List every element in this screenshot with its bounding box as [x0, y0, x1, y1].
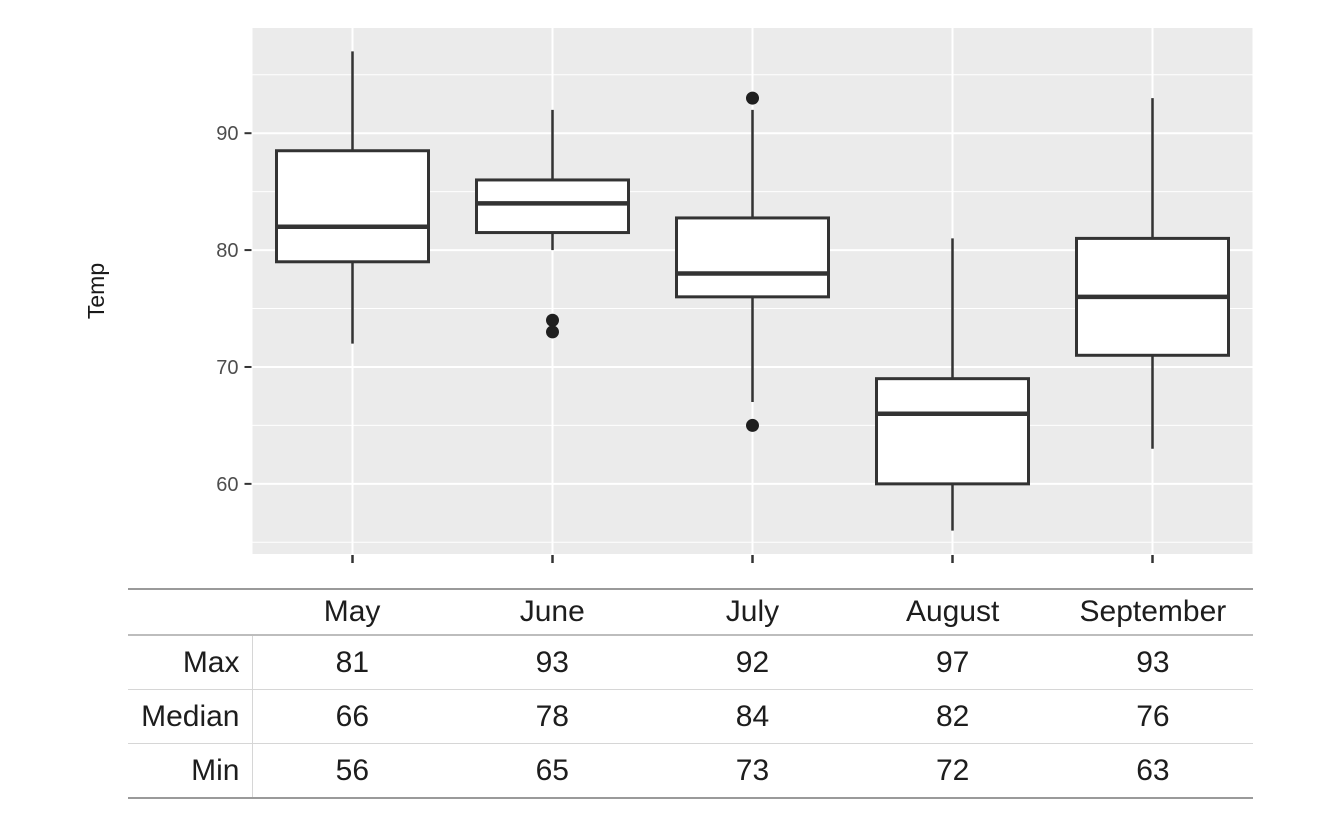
box-june: [475, 178, 630, 235]
box-may: [275, 149, 430, 264]
y-tick-label-80: 80: [216, 240, 238, 262]
row-label-median: Median: [128, 689, 253, 744]
box-july: [675, 216, 830, 299]
table-cell-max-july: 92: [652, 635, 853, 690]
y-axis-title: Temp: [83, 263, 109, 319]
table-header-may: May: [252, 588, 453, 636]
table-header-july: July: [652, 588, 853, 636]
row-label-max: Max: [128, 635, 253, 690]
table-cell-min-may: 56: [252, 743, 453, 799]
row-label-min: Min: [128, 743, 253, 799]
table-cell-min-june: 65: [452, 743, 653, 799]
table-cell-max-june: 93: [452, 635, 653, 690]
table-header-june: June: [452, 588, 653, 636]
y-tick-label-60: 60: [216, 474, 238, 496]
table-cell-max-may: 81: [252, 635, 453, 690]
summary-table-body: Max 81 93 92 97 93 Median 66 78 84 82 76 Min 56 65 73 72…: [128, 635, 1253, 799]
summary-table-header-row: May June July August September: [128, 588, 1253, 636]
outlier-june-73: [546, 325, 559, 339]
table-header-september: September: [1052, 588, 1253, 636]
table-cell-median-september: 76: [1052, 689, 1253, 744]
table-row-median: Median 66 78 84 82 76: [128, 689, 1253, 744]
table-cell-median-august: 82: [852, 689, 1053, 744]
table-cell-min-september: 63: [1052, 743, 1253, 799]
y-tick-label-70: 70: [216, 357, 238, 379]
y-tick-label-90: 90: [216, 123, 238, 145]
table-header-august: August: [852, 588, 1053, 636]
outlier-july-93: [746, 91, 759, 105]
table-row-max: Max 81 93 92 97 93: [128, 635, 1253, 690]
table-corner-cell: [128, 588, 252, 636]
table-cell-median-july: 84: [652, 689, 853, 744]
table-cell-median-may: 66: [252, 689, 453, 744]
table-row-min: Min 56 65 73 72 63: [128, 743, 1253, 799]
summary-table: May June July August September Max 81 93 92 97 93…: [128, 588, 1253, 799]
box-august: [875, 377, 1030, 486]
table-cell-min-july: 73: [652, 743, 853, 799]
table-cell-min-august: 72: [852, 743, 1053, 799]
outlier-july-65: [746, 418, 759, 432]
outlier-june-74: [546, 313, 559, 327]
table-cell-max-september: 93: [1052, 635, 1253, 690]
table-cell-max-august: 97: [852, 635, 1053, 690]
boxplot-chart: 60 70 80 90 Temp: [83, 28, 1253, 563]
table-cell-median-june: 78: [452, 689, 653, 744]
